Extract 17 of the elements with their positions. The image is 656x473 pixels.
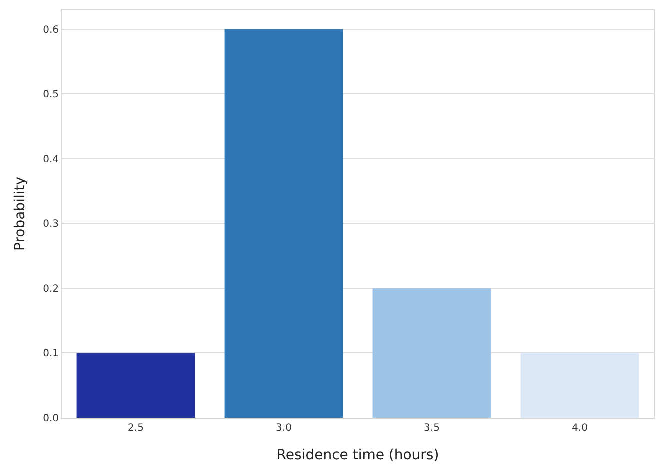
bar [76, 353, 196, 418]
y-tick-label: 0.3 [43, 219, 59, 230]
x-tick-label: 3.5 [424, 423, 440, 434]
x-tick-label: 2.5 [128, 423, 144, 434]
x-axis-title: Residence time (hours) [276, 447, 440, 464]
y-tick-label: 0.2 [43, 284, 59, 295]
y-tick-label: 0.1 [43, 348, 59, 360]
y-axis-title: Probability [12, 176, 29, 252]
y-tick-label: 0.4 [43, 154, 59, 166]
bar [520, 353, 640, 418]
bar [372, 288, 492, 418]
x-tick-label: 4.0 [572, 423, 588, 434]
bar [224, 29, 344, 418]
y-tick-label: 0.5 [43, 90, 59, 101]
y-tick-label: 0.6 [43, 24, 59, 36]
x-tick-label: 3.0 [276, 423, 292, 434]
y-tick-label: 0.0 [43, 414, 59, 424]
